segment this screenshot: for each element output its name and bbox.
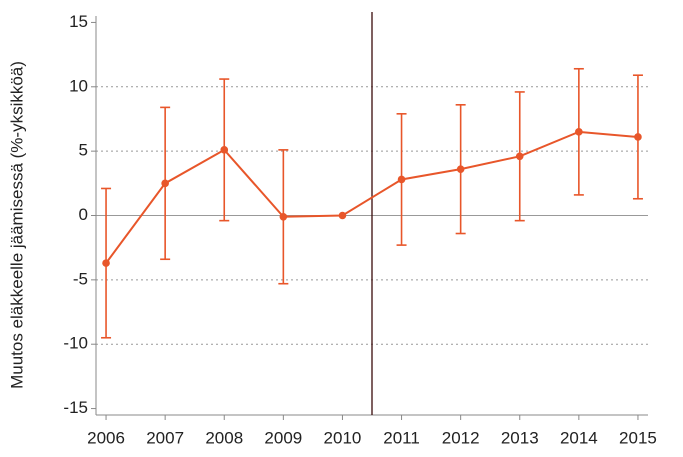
y-tick-label: 5 (79, 141, 88, 160)
x-tick-label: 2009 (264, 428, 302, 447)
point (102, 259, 110, 267)
point (634, 133, 642, 141)
x-tick-label: 2013 (501, 428, 539, 447)
y-tick-label: 0 (79, 205, 88, 224)
series-line (105, 130, 639, 264)
x-tick-label: 2010 (324, 428, 362, 447)
x-tick-label: 2012 (442, 428, 480, 447)
point (279, 212, 288, 221)
x-tick-label: 2014 (560, 428, 598, 447)
point (456, 165, 465, 173)
point (515, 152, 524, 161)
point (338, 211, 347, 220)
x-tick-label: 2015 (619, 428, 657, 447)
y-tick-label: 10 (69, 76, 88, 95)
y-axis-label: Muutos eläkkeelle jäämisessä (%-yksikköä… (7, 61, 26, 389)
x-tick-label: 2007 (146, 428, 184, 447)
x-tick-label: 2008 (205, 428, 243, 447)
point (161, 179, 169, 188)
x-tick-label: 2006 (87, 428, 125, 447)
y-tick-label: 15 (69, 12, 88, 31)
x-tick-label: 2011 (383, 428, 420, 447)
point (397, 175, 406, 184)
point (220, 146, 229, 154)
y-tick-label: -15 (63, 398, 88, 417)
y-tick-label: -10 (63, 334, 88, 353)
y-tick-label: -5 (73, 269, 88, 288)
point (575, 128, 583, 136)
